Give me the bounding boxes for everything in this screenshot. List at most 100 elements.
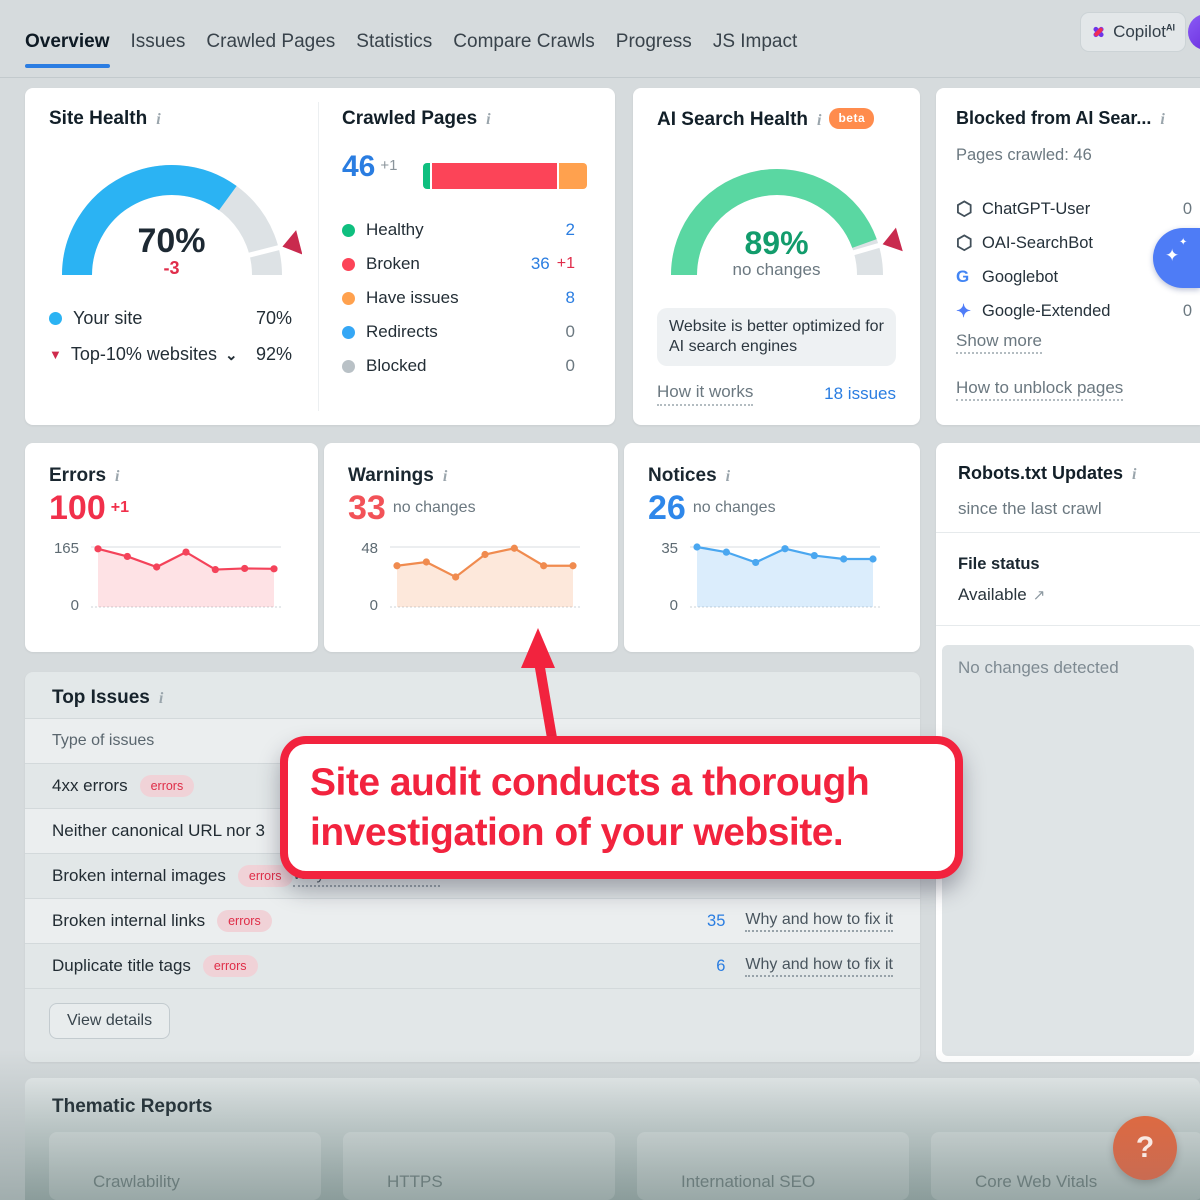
site-health-score: 70% xyxy=(137,222,206,260)
info-icon[interactable]: i xyxy=(486,111,491,128)
tab-crawled-pages[interactable]: Crawled Pages xyxy=(206,31,336,52)
tutorial-callout: Site audit conducts a thorough investiga… xyxy=(280,736,963,879)
issue-row-broken-links[interactable]: Broken internal links errors 35 Why and … xyxy=(25,898,920,943)
thematic-card-crawlability[interactable]: Crawlability xyxy=(49,1132,321,1200)
chevron-down-icon[interactable]: ⌄ xyxy=(224,346,238,364)
tab-statistics[interactable]: Statistics xyxy=(356,31,433,52)
warnings-ymax: 48 xyxy=(361,540,378,557)
view-details-button[interactable]: View details xyxy=(49,1003,171,1039)
crawled-pages-stacked-bar xyxy=(423,163,587,189)
errors-card: Errors i 100 +1 165 0 xyxy=(25,443,318,652)
legend-top10-websites[interactable]: ▼ Top-10% websites ⌄ 92% xyxy=(49,344,292,364)
tab-issues[interactable]: Issues xyxy=(130,31,186,52)
info-icon[interactable]: i xyxy=(115,468,120,485)
openai-icon: ⬡ xyxy=(956,232,973,254)
tab-compare-crawls[interactable]: Compare Crawls xyxy=(453,31,595,52)
ai-search-message: Website is better optimized for AI searc… xyxy=(657,308,896,366)
external-link-icon: ↗ xyxy=(1032,587,1046,604)
site-health-gauge xyxy=(61,165,302,276)
errors-sparkline xyxy=(91,545,281,608)
sparkle-icon: ✦ xyxy=(1165,246,1180,265)
top-issues-title: Top Issues i xyxy=(52,687,164,708)
info-icon[interactable]: i xyxy=(725,468,731,485)
callout-arrow xyxy=(521,628,557,739)
warnings-card: Warnings i 33 no changes 48 0 xyxy=(324,443,618,652)
issue-row-duplicate-titles[interactable]: Duplicate title tags errors 6 Why and ho… xyxy=(25,943,920,988)
crawled-pages-delta: +1 xyxy=(380,157,398,174)
notices-value: 26 no changes xyxy=(648,489,776,527)
user-avatar[interactable] xyxy=(1188,14,1200,50)
crawled-pages-legend: Healthy 2 Broken 36 +1 Have issues 8 Red… xyxy=(342,213,575,383)
redirects-dot xyxy=(342,325,355,339)
show-more-link[interactable]: Show more xyxy=(956,331,1042,354)
thematic-card-https[interactable]: HTTPS xyxy=(343,1132,615,1200)
warnings-title: Warnings i xyxy=(348,465,448,486)
google-icon: G xyxy=(956,267,970,286)
how-it-works-link[interactable]: How it works xyxy=(657,382,754,406)
info-icon[interactable]: i xyxy=(158,690,164,707)
healthy-dot xyxy=(342,223,355,237)
callout-line-2: investigation of your website. xyxy=(310,811,844,854)
bot-row-oai-searchbot: ⬡ OAI-SearchBot xyxy=(956,232,1093,254)
ai-assistant-pill-button[interactable]: ✦ ✦ xyxy=(1153,228,1200,288)
errors-badge: errors xyxy=(217,910,272,932)
file-status-link[interactable]: Available ↗ xyxy=(958,585,1046,604)
tab-overview[interactable]: Overview xyxy=(25,0,110,78)
robots-no-changes-panel: No changes detected xyxy=(942,645,1194,1056)
errors-title: Errors i xyxy=(49,465,120,486)
legend-your-site: Your site 70% xyxy=(49,308,292,329)
why-how-fix-link[interactable]: Why and how to fix it xyxy=(745,956,893,977)
legend-have-issues: Have issues 8 xyxy=(342,281,575,315)
beta-badge: beta xyxy=(829,108,875,129)
thematic-card-international-seo[interactable]: International SEO xyxy=(637,1132,909,1200)
copilot-icon xyxy=(1093,26,1104,38)
bot-row-googlebot: G Googlebot xyxy=(956,267,1059,286)
why-how-fix-link[interactable]: Why and how to fix it xyxy=(745,911,893,932)
warnings-value: 33 no changes xyxy=(348,489,476,527)
help-button[interactable]: ? xyxy=(1113,1116,1177,1180)
top-issues-footer: View details xyxy=(25,988,920,1062)
divider xyxy=(936,532,1200,533)
tab-js-impact[interactable]: JS Impact xyxy=(712,31,798,52)
have-issues-dot xyxy=(342,291,355,305)
notices-card: Notices i 26 no changes 35 0 xyxy=(624,443,920,652)
openai-icon: ⬡ xyxy=(956,198,973,220)
how-to-unblock-link[interactable]: How to unblock pages xyxy=(956,378,1124,401)
legend-broken: Broken 36 +1 xyxy=(342,247,575,281)
crawled-pages-total: 46 +1 xyxy=(342,150,398,183)
copilot-button[interactable]: CopilotAI xyxy=(1080,12,1186,52)
broken-dot xyxy=(342,257,355,271)
your-site-dot xyxy=(49,312,62,325)
ai-search-health-card: AI Search Health i beta 89% no changes Web… xyxy=(633,88,920,425)
blocked-title: Blocked from AI Sear... xyxy=(956,108,1152,128)
errors-value: 100 +1 xyxy=(49,489,129,527)
gemini-diamond-icon: ✦ xyxy=(956,300,972,321)
ai-issues-link[interactable]: 18 issues xyxy=(824,384,896,403)
bot-row-chatgpt-user: ⬡ ChatGPT-User 0 xyxy=(956,198,1192,220)
info-icon[interactable]: i xyxy=(442,468,448,485)
errors-ymin: 0 xyxy=(70,597,79,614)
bar-segment-have-issues xyxy=(559,163,587,189)
info-icon[interactable]: i xyxy=(1132,466,1137,483)
callout-line-1: Site audit conducts a thorough xyxy=(310,761,870,804)
errors-badge: errors xyxy=(237,865,293,887)
ai-search-health-title: AI Search Health xyxy=(657,109,808,130)
notices-ymax: 35 xyxy=(661,540,678,557)
robots-txt-card: Robots.txt Updates i since the last crawl… xyxy=(936,443,1200,1062)
info-icon[interactable]: i xyxy=(817,112,822,129)
notices-ymin: 0 xyxy=(669,597,678,614)
legend-blocked: Blocked 0 xyxy=(342,349,575,383)
thematic-reports-title: Thematic Reports xyxy=(52,1096,213,1117)
info-icon[interactable]: i xyxy=(1160,111,1165,128)
tab-progress[interactable]: Progress xyxy=(615,31,692,52)
ai-search-status: no changes xyxy=(732,260,821,279)
site-health-widget: Site Health i 70% -3 Your site 70% ▼ Top-… xyxy=(25,88,318,425)
warnings-sparkline xyxy=(390,544,580,608)
top-nav: Overview Issues Crawled Pages Statistics… xyxy=(0,0,1200,78)
errors-ymax: 165 xyxy=(53,540,79,557)
site-health-title: Site Health xyxy=(49,108,148,129)
blocked-from-ai-card: Blocked from AI Sear... i Pages crawled: … xyxy=(936,88,1200,425)
errors-badge: errors xyxy=(139,775,195,797)
info-icon[interactable]: i xyxy=(156,111,161,128)
